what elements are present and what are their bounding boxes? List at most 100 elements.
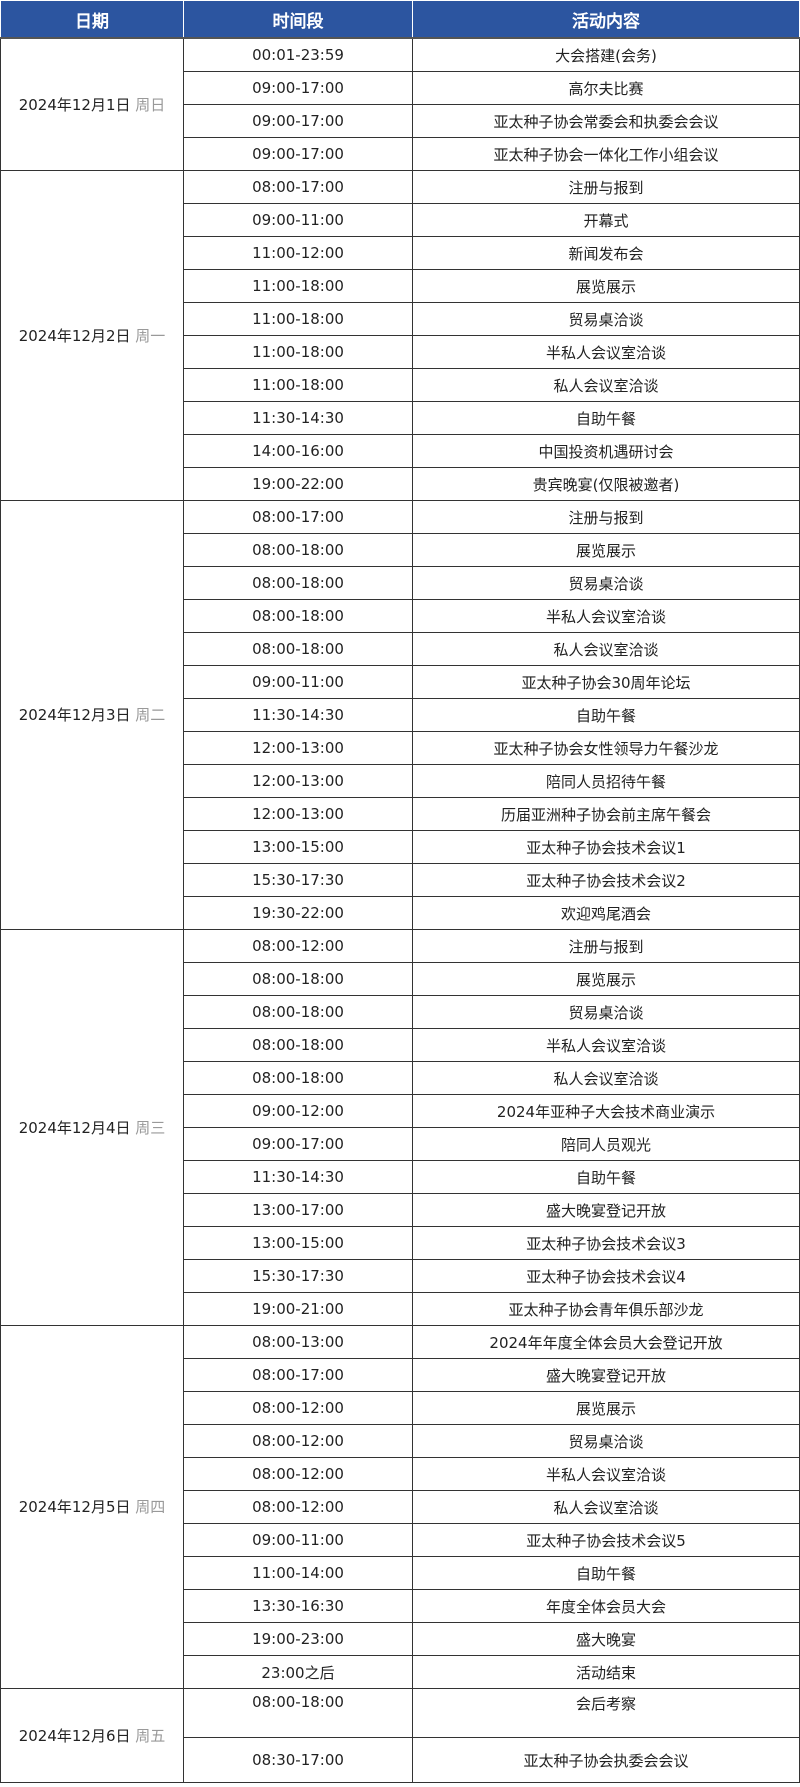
- weekday-text: 周二: [135, 706, 166, 724]
- activity-cell: 展览展示: [412, 269, 800, 303]
- table-row: 08:00-18:00 半私人会议室洽谈: [1, 599, 800, 633]
- activity-cell: 展览展示: [412, 1391, 800, 1425]
- table-row: 08:00-18:00 展览展示: [1, 962, 800, 996]
- table-row: 2024年12月3日 周二 08:00-17:00 注册与报到: [0, 500, 800, 930]
- table-row: 2024年12月6日 周五 08:00-18:00 会后考察: [0, 1688, 800, 1783]
- activity-cell: 中国投资机遇研讨会: [412, 434, 800, 468]
- table-row: 09:00-17:00 高尔夫比赛: [1, 71, 800, 105]
- table-row: 19:30-22:00 欢迎鸡尾酒会: [1, 896, 800, 930]
- table-row: 09:00-17:00 亚太种子协会常委会和执委会会议: [1, 104, 800, 138]
- table-row: 09:00-11:00 亚太种子协会30周年论坛: [1, 665, 800, 699]
- activity-cell: 自助午餐: [412, 1556, 800, 1590]
- table-row: 08:30-17:00 亚太种子协会执委会会议: [1, 1737, 800, 1783]
- activity-cell: 盛大晚宴登记开放: [412, 1358, 800, 1392]
- time-cell: 13:00-15:00: [183, 830, 413, 864]
- header-row: 日期 时间段 活动内容: [0, 0, 800, 39]
- time-cell: 08:00-13:00: [183, 1325, 413, 1359]
- table-row: 13:00-15:00 亚太种子协会技术会议1: [1, 830, 800, 864]
- table-row: 11:00-18:00 贸易桌洽谈: [1, 302, 800, 336]
- activity-cell: 半私人会议室洽谈: [412, 599, 800, 633]
- time-cell: 09:00-17:00: [183, 104, 413, 138]
- time-cell: 19:30-22:00: [183, 896, 413, 930]
- time-cell: 09:00-17:00: [183, 71, 413, 105]
- activity-cell: 活动结束: [412, 1655, 800, 1689]
- activity-cell: 半私人会议室洽谈: [412, 1028, 800, 1062]
- table-row: 09:00-17:00 亚太种子协会一体化工作小组会议: [1, 137, 800, 171]
- time-cell: 12:00-13:00: [183, 764, 413, 798]
- time-cell: 08:00-18:00: [183, 962, 413, 996]
- table-row: 2024年12月2日 周一 08:00-17:00 注册与报到: [0, 170, 800, 501]
- header-activity: 活动内容: [412, 0, 800, 39]
- activity-cell: 半私人会议室洽谈: [412, 335, 800, 369]
- header-date: 日期: [0, 0, 184, 39]
- activity-cell: 2024年亚种子大会技术商业演示: [412, 1094, 800, 1128]
- activity-cell: 亚太种子协会技术会议3: [412, 1226, 800, 1260]
- time-cell: 11:00-18:00: [183, 335, 413, 369]
- activity-cell: 历届亚洲种子协会前主席午餐会: [412, 797, 800, 831]
- weekday-text: 周四: [135, 1498, 166, 1516]
- activity-cell: 贸易桌洽谈: [412, 995, 800, 1029]
- activity-cell: 亚太种子协会青年俱乐部沙龙: [412, 1292, 800, 1326]
- activity-cell: 自助午餐: [412, 698, 800, 732]
- table-row: 13:00-17:00 盛大晚宴登记开放: [1, 1193, 800, 1227]
- time-cell: 19:00-21:00: [183, 1292, 413, 1326]
- table-row: 08:00-12:00 私人会议室洽谈: [1, 1490, 800, 1524]
- activity-cell: 贸易桌洽谈: [412, 1424, 800, 1458]
- table-row: 08:00-18:00 展览展示: [1, 533, 800, 567]
- table-row: 19:00-22:00 贵宾晚宴(仅限被邀者): [1, 467, 800, 501]
- table-row: 11:00-12:00 新闻发布会: [1, 236, 800, 270]
- table-row: 08:00-18:00 私人会议室洽谈: [1, 632, 800, 666]
- time-cell: 08:00-18:00: [183, 566, 413, 600]
- table-row: 08:00-12:00 贸易桌洽谈: [1, 1424, 800, 1458]
- activity-cell: 亚太种子协会常委会和执委会会议: [412, 104, 800, 138]
- activity-cell: 贸易桌洽谈: [412, 566, 800, 600]
- activity-cell: 亚太种子协会技术会议5: [412, 1523, 800, 1557]
- activity-cell: 大会搭建(会务): [412, 37, 800, 72]
- table-row: 15:30-17:30 亚太种子协会技术会议2: [1, 863, 800, 897]
- time-cell: 19:00-23:00: [183, 1622, 413, 1656]
- weekday-text: 周日: [135, 95, 166, 114]
- time-cell: 19:00-22:00: [183, 467, 413, 501]
- activity-cell: 年度全体会员大会: [412, 1589, 800, 1623]
- activity-cell: 私人会议室洽谈: [412, 1490, 800, 1524]
- table-row: 08:00-17:00 盛大晚宴登记开放: [1, 1358, 800, 1392]
- weekday-text: 周五: [135, 1726, 166, 1745]
- date-text: 2024年12月4日: [18, 1118, 131, 1137]
- activity-cell: 展览展示: [412, 533, 800, 567]
- date-text: 2024年12月2日: [18, 326, 131, 345]
- table-row: 11:00-18:00 半私人会议室洽谈: [1, 335, 800, 369]
- activity-cell: 自助午餐: [412, 1160, 800, 1194]
- table-row: 13:30-16:30 年度全体会员大会: [1, 1589, 800, 1623]
- activity-cell: 欢迎鸡尾酒会: [412, 896, 800, 930]
- activity-cell: 贸易桌洽谈: [412, 302, 800, 336]
- time-cell: 08:00-18:00: [183, 533, 413, 567]
- table-row: 2024年12月1日 周日 00:01-23:59 大会搭建(会务): [0, 37, 800, 171]
- activity-cell: 高尔夫比赛: [412, 71, 800, 105]
- date-cell: 2024年12月2日 周一: [0, 170, 184, 501]
- table-row: 19:00-21:00 亚太种子协会青年俱乐部沙龙: [1, 1292, 800, 1326]
- date-text: 2024年12月1日: [18, 95, 131, 114]
- time-cell: 08:00-18:00: [183, 599, 413, 633]
- table-row: 09:00-11:00 开幕式: [1, 203, 800, 237]
- time-cell: 08:00-18:00: [183, 1688, 413, 1738]
- table-row: 2024年12月4日 周三 08:00-12:00 注册与报到: [0, 929, 800, 1326]
- time-cell: 08:00-12:00: [183, 929, 413, 963]
- time-cell: 08:00-12:00: [183, 1457, 413, 1491]
- time-cell: 09:00-11:00: [183, 203, 413, 237]
- weekday-text: 周一: [135, 326, 166, 345]
- weekday-text: 周三: [135, 1118, 166, 1137]
- time-cell: 11:00-14:00: [183, 1556, 413, 1590]
- time-cell: 14:00-16:00: [183, 434, 413, 468]
- date-cell: 2024年12月4日 周三: [0, 929, 184, 1326]
- time-cell: 13:00-15:00: [183, 1226, 413, 1260]
- table-row: 08:00-18:00 贸易桌洽谈: [1, 566, 800, 600]
- date-text: 2024年12月3日: [18, 706, 131, 724]
- table-row: 08:00-18:00 私人会议室洽谈: [1, 1061, 800, 1095]
- time-cell: 08:30-17:00: [183, 1737, 413, 1783]
- activity-cell: 私人会议室洽谈: [412, 1061, 800, 1095]
- activity-cell: 开幕式: [412, 203, 800, 237]
- activity-cell: 自助午餐: [412, 401, 800, 435]
- activity-cell: 亚太种子协会一体化工作小组会议: [412, 137, 800, 171]
- time-cell: 23:00之后: [183, 1655, 413, 1689]
